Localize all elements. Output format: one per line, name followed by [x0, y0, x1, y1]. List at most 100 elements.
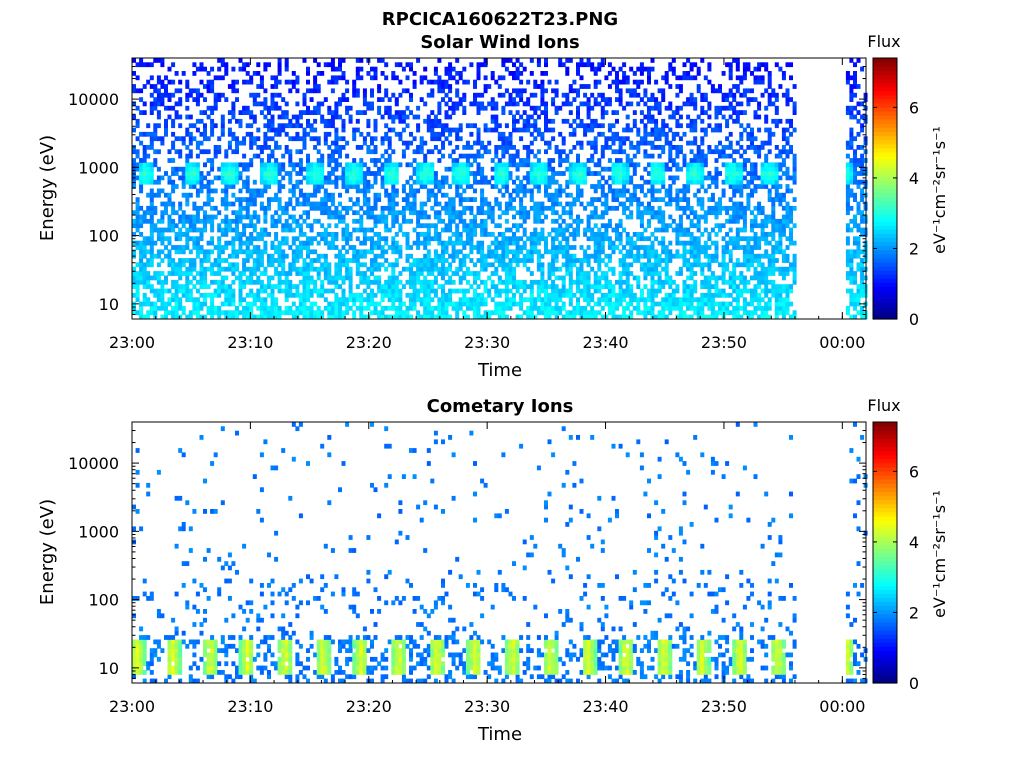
spectrogram-cell: [327, 79, 332, 85]
spectrogram-cell: [217, 75, 222, 81]
spectrogram-cell: [210, 240, 215, 246]
spectrogram-cell: [277, 71, 282, 76]
spectrogram-cell: [284, 149, 289, 155]
spectrogram-cell: [526, 297, 531, 303]
spectrogram-cell: [483, 279, 488, 285]
spectrogram-cell: [568, 179, 573, 185]
spectrogram-cell: [384, 192, 389, 198]
spectrogram-cell: [547, 184, 552, 189]
spectrogram-cell: [419, 171, 424, 176]
spectrogram-cell: [473, 262, 477, 268]
spectrogram-cell: [231, 105, 236, 111]
spectrogram-cell: [153, 192, 158, 198]
spectrogram-cell: [291, 227, 296, 233]
spectrogram-cell: [576, 284, 580, 289]
spectrogram-cell: [146, 275, 151, 281]
spectrogram-cell: [462, 218, 467, 224]
spectrogram-cell: [345, 162, 350, 168]
spectrogram-cell: [263, 97, 268, 102]
spectrogram-cell: [572, 88, 577, 94]
spectrogram-cell: [252, 197, 257, 202]
spectrogram-cell: [441, 253, 445, 259]
spectrogram-cell: [249, 310, 254, 316]
spectrogram-cell: [437, 271, 442, 276]
spectrogram-cell: [167, 114, 172, 120]
spectrogram-cell: [593, 197, 598, 202]
spectrogram-cell: [522, 101, 527, 107]
spectrogram-cell: [639, 136, 644, 142]
spectrogram-cell: [153, 84, 158, 89]
spectrogram-cell: [544, 118, 548, 124]
spectrogram-cell: [306, 310, 310, 316]
spectrogram-cell: [536, 266, 541, 272]
spectrogram-cell: [199, 171, 204, 176]
spectrogram-cell: [139, 258, 144, 263]
spectrogram-cell: [622, 192, 627, 198]
spectrogram-cell: [345, 97, 350, 102]
spectrogram-cell: [682, 245, 687, 250]
spectrogram-cell: [195, 205, 200, 211]
spectrogram-cell: [252, 192, 257, 198]
spectrogram-cell: [437, 201, 442, 207]
spectrogram-cell: [529, 192, 534, 198]
spectrogram-cell: [519, 62, 524, 68]
spectrogram-cell: [536, 288, 541, 294]
spectrogram-cell: [238, 140, 243, 146]
spectrogram-cell: [600, 114, 605, 120]
spectrogram-cell: [259, 101, 264, 107]
spectrogram-cell: [362, 140, 367, 146]
spectrogram-cell: [274, 158, 279, 163]
spectrogram-cell: [171, 218, 176, 224]
spectrogram-cell: [203, 314, 207, 320]
spectrogram-cell: [387, 114, 392, 120]
spectrogram-cell: [565, 92, 570, 98]
spectrogram-cell: [231, 184, 236, 189]
spectrogram-cell: [370, 101, 374, 107]
spectrogram-cell: [494, 271, 499, 276]
spectrogram-cell: [501, 279, 506, 285]
spectrogram-cell: [490, 97, 495, 102]
spectrogram-cell: [668, 127, 673, 133]
spectrogram-cell: [483, 227, 488, 233]
spectrogram-cell: [618, 284, 623, 289]
spectrogram-cell: [639, 266, 644, 272]
spectrogram-cell: [135, 240, 140, 246]
spectrogram-cell: [377, 158, 382, 163]
spectrogram-cell: [373, 171, 378, 176]
spectrogram-cell: [515, 92, 520, 98]
spectrogram-cell: [192, 71, 197, 76]
spectrogram-cell: [611, 240, 616, 246]
spectrogram-cell: [423, 158, 428, 163]
spectrogram-cell: [359, 75, 364, 81]
spectrogram-cell: [288, 227, 293, 233]
spectrogram-cell: [139, 262, 144, 268]
spectrogram-cell: [661, 145, 666, 150]
spectrogram-cell: [188, 88, 193, 94]
spectrogram-cell: [508, 92, 513, 98]
spectrogram-cell: [355, 271, 360, 276]
spectrogram-cell: [249, 188, 254, 194]
spectrogram-cell: [327, 210, 332, 216]
spectrogram-cell: [668, 62, 673, 68]
spectrogram-cell: [281, 227, 286, 233]
spectrogram-cell: [398, 131, 403, 137]
spectrogram-cell: [629, 158, 634, 163]
spectrogram-cell: [643, 131, 648, 137]
spectrogram-cell: [227, 201, 232, 207]
spectrogram-cell: [284, 288, 289, 294]
spectrogram-cell: [437, 84, 442, 89]
spectrogram-cell: [270, 97, 275, 102]
spectrogram-cell: [281, 279, 286, 285]
spectrogram-cell: [565, 258, 570, 263]
spectrogram-cell: [352, 88, 357, 94]
spectrogram-cell: [568, 192, 573, 198]
spectrogram-cell: [362, 88, 367, 94]
spectrogram-cell: [423, 253, 428, 259]
spectrogram-cell: [593, 123, 598, 129]
spectrogram-cell: [401, 114, 406, 120]
spectrogram-cell: [469, 245, 474, 250]
spectrogram-cell: [462, 227, 467, 233]
spectrogram-cell: [451, 288, 456, 294]
spectrogram-cell: [650, 197, 655, 202]
spectrogram-cell: [213, 75, 218, 81]
